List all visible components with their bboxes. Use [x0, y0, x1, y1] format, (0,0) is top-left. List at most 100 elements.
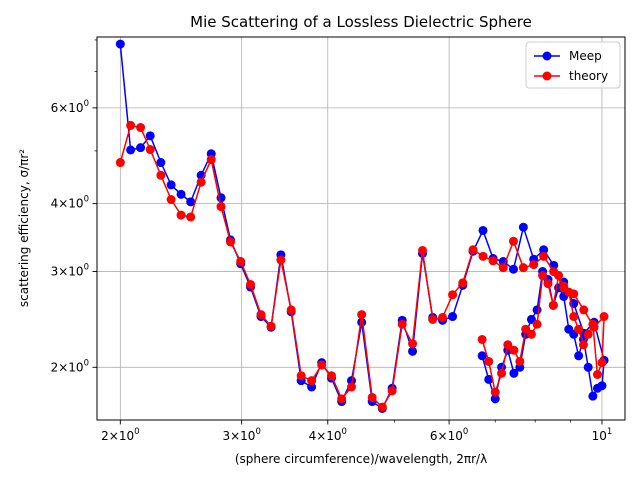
- data-point-theory-59: [548, 300, 558, 310]
- data-point-theory-34: [458, 278, 468, 288]
- data-point-meep-40: [518, 222, 528, 232]
- y-tick-label-1: 3×100: [51, 263, 89, 279]
- data-point-meep-54: [574, 351, 584, 361]
- data-point-theory-17: [286, 305, 296, 315]
- data-point-meep-70: [484, 374, 494, 384]
- data-point-theory-23: [346, 382, 356, 392]
- data-point-theory-22: [337, 394, 347, 404]
- data-point-meep-52: [583, 362, 593, 372]
- data-point-meep-23: [346, 376, 356, 386]
- legend-label-meep: Meep: [569, 49, 602, 63]
- data-point-theory-31: [428, 314, 438, 324]
- data-point-meep-36: [478, 225, 488, 235]
- data-point-theory-61: [538, 271, 548, 281]
- data-point-theory-57: [559, 283, 569, 293]
- data-point-meep-2: [136, 143, 146, 153]
- data-point-theory-62: [532, 319, 542, 329]
- data-point-meep-69: [490, 394, 500, 404]
- data-point-theory-55: [569, 312, 579, 322]
- data-point-theory-32: [438, 312, 448, 322]
- data-point-theory-48: [599, 312, 609, 322]
- data-point-theory-2: [136, 123, 146, 133]
- data-point-theory-19: [307, 376, 317, 386]
- data-point-theory-53: [578, 340, 588, 350]
- data-point-theory-33: [448, 290, 458, 300]
- data-point-meep-6: [176, 189, 186, 199]
- data-point-meep-24: [357, 317, 367, 327]
- data-point-meep-66: [509, 368, 519, 378]
- data-point-theory-6: [176, 210, 186, 220]
- data-point-theory-35: [468, 245, 478, 255]
- x-tick-label-3: 6×100: [430, 427, 468, 443]
- x-tick-label-1: 3×100: [222, 427, 260, 443]
- data-point-meep-4: [156, 158, 166, 168]
- data-point-theory-18: [296, 371, 306, 381]
- data-point-theory-67: [503, 340, 513, 350]
- data-point-theory-14: [256, 310, 266, 320]
- data-point-theory-58: [554, 271, 564, 281]
- x-tick-label-4: 101: [592, 427, 613, 443]
- data-point-theory-21: [326, 371, 336, 381]
- data-point-theory-66: [509, 345, 519, 355]
- data-point-theory-50: [592, 369, 602, 379]
- data-point-theory-64: [521, 324, 531, 334]
- data-point-theory-71: [477, 334, 487, 344]
- data-point-theory-0: [115, 158, 125, 168]
- data-point-theory-27: [387, 386, 397, 396]
- data-point-theory-69: [490, 387, 500, 397]
- legend-marker-theory: [542, 71, 552, 81]
- x-tick-label-2: 4×100: [309, 427, 347, 443]
- data-point-theory-49: [597, 358, 607, 368]
- legend-marker-meep: [542, 51, 552, 61]
- data-point-theory-15: [266, 321, 276, 331]
- data-point-meep-71: [477, 351, 487, 361]
- data-point-theory-38: [498, 263, 508, 273]
- y-tick-label-2: 4×100: [51, 195, 89, 211]
- axes-frame: [96, 36, 626, 421]
- data-point-theory-26: [377, 402, 387, 412]
- data-point-meep-29: [408, 346, 418, 356]
- y-tick-label-0: 2×100: [51, 358, 89, 374]
- data-point-meep-50: [592, 383, 602, 393]
- legend-label-theory: theory: [569, 69, 608, 83]
- chart-title: Mie Scattering of a Lossless Dielectric …: [190, 13, 532, 31]
- data-point-theory-13: [246, 279, 256, 289]
- x-tick-label-0: 2×100: [101, 427, 139, 443]
- data-point-meep-0: [115, 39, 125, 49]
- data-point-theory-40: [518, 263, 528, 273]
- data-point-meep-3: [145, 131, 155, 141]
- data-point-theory-42: [539, 251, 549, 261]
- y-tick-label-3: 6×100: [51, 99, 89, 115]
- data-point-theory-37: [488, 256, 498, 266]
- data-point-meep-7: [186, 197, 196, 207]
- plot-area: 2×100 3×100 4×100 6×100 101 2×100 3×100 4×100 6×…: [51, 36, 626, 443]
- data-point-theory-20: [317, 360, 327, 370]
- data-point-meep-62: [532, 305, 542, 315]
- data-point-theory-12: [236, 257, 246, 267]
- data-point-meep-5: [166, 180, 176, 190]
- data-point-theory-1: [126, 120, 136, 130]
- data-point-theory-9: [206, 155, 216, 165]
- legend: Meep theory: [525, 41, 621, 89]
- data-point-theory-24: [357, 310, 367, 320]
- data-point-meep-33: [448, 312, 458, 322]
- data-point-theory-28: [397, 319, 407, 329]
- data-point-theory-46: [579, 305, 589, 315]
- data-point-meep-1: [126, 145, 136, 155]
- data-point-theory-16: [276, 255, 286, 265]
- data-point-theory-54: [574, 324, 584, 334]
- data-point-theory-7: [186, 212, 196, 222]
- data-point-theory-10: [216, 202, 226, 212]
- data-point-meep-39: [508, 264, 518, 274]
- data-point-meep-19: [307, 382, 317, 392]
- data-point-theory-25: [367, 392, 377, 402]
- data-point-theory-68: [497, 368, 507, 378]
- y-axis-label: scattering efficiency, σ/πr²: [17, 149, 31, 307]
- data-point-theory-5: [166, 195, 176, 205]
- data-point-meep-42: [539, 245, 549, 255]
- data-point-theory-3: [145, 145, 155, 155]
- data-point-meep-56: [564, 324, 574, 334]
- data-point-theory-8: [196, 177, 206, 187]
- data-point-meep-51: [588, 391, 598, 401]
